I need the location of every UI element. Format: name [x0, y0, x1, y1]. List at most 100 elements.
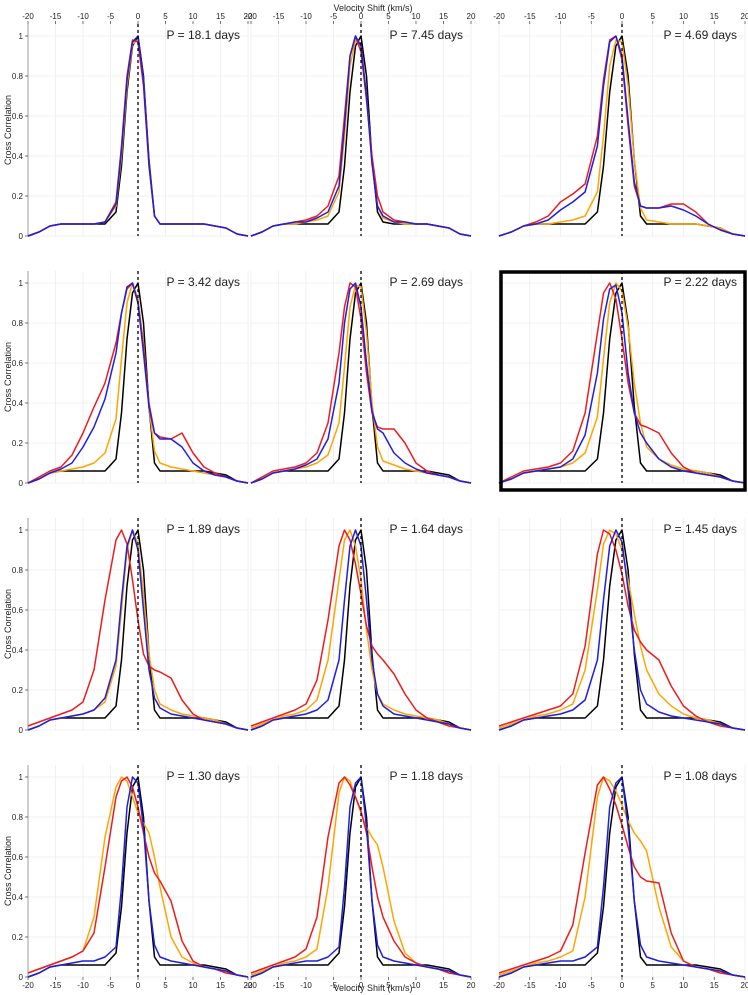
- panel-4: 0 0.2 0.4 0.6 0.8 1 Cross Correlation P = 3.42 …: [3, 271, 249, 488]
- period-label: P = 1.64 days: [390, 522, 464, 536]
- y-axis-title: Cross Correlation: [3, 95, 13, 165]
- x-tick-label-top: -15: [524, 12, 536, 21]
- x-tick-label-bottom: 5: [651, 981, 656, 990]
- y-tick-label: 1: [19, 773, 24, 782]
- panel-2: -20 -15 -10 -5 0 5 10 15 20P = 7.45 days: [245, 12, 476, 237]
- panel-9: P = 1.45 days: [498, 518, 746, 731]
- period-label: P = 1.30 days: [167, 769, 241, 783]
- x-tick-label-top: 0: [136, 12, 141, 21]
- x-tick-label-top: -10: [555, 12, 567, 21]
- x-tick-label-bottom: -10: [300, 981, 312, 990]
- series-line-blue: [250, 35, 472, 237]
- x-tick-label-top: 5: [651, 12, 656, 21]
- x-tick-label-top: -10: [77, 12, 89, 21]
- panel-11: -20 -15 -10 -5 0 5 10 15 20 P = 1.18 days: [245, 765, 476, 990]
- panel-1: 0 0.2 0.4 0.6 0.8 1 Cross Correlation -20 -15 -10…: [3, 12, 253, 241]
- y-tick-label: 0: [19, 232, 24, 241]
- y-tick-label: 0.6: [12, 853, 24, 862]
- x-tick-label-top: 10: [679, 12, 688, 21]
- y-tick-label: 0.4: [12, 399, 24, 408]
- x-tick-label-top: 0: [359, 12, 364, 21]
- x-tick-label-bottom: -10: [77, 981, 89, 990]
- x-tick-label-top: 15: [710, 12, 719, 21]
- period-label: P = 7.45 days: [390, 28, 464, 42]
- x-tick-label-bottom: -15: [524, 981, 536, 990]
- x-tick-label-top: 20: [467, 12, 476, 21]
- period-label: P = 1.08 days: [664, 769, 738, 783]
- x-tick-label-top: -5: [107, 12, 115, 21]
- x-tick-label-top: -5: [330, 12, 338, 21]
- y-tick-label: 1: [19, 526, 24, 535]
- period-label: P = 4.69 days: [664, 28, 738, 42]
- series-line-red: [250, 529, 472, 731]
- x-tick-label-top: 15: [439, 12, 448, 21]
- series-line-orange: [27, 282, 249, 484]
- x-axis-title-top: Velocity Shift (km/s): [333, 3, 412, 13]
- x-tick-label-bottom: 10: [679, 981, 688, 990]
- x-tick-label-bottom: -5: [107, 981, 115, 990]
- y-tick-label: 0.6: [12, 112, 24, 121]
- x-tick-label-bottom: 10: [189, 981, 198, 990]
- y-tick-label: 0: [19, 479, 24, 488]
- x-tick-label-top: -20: [493, 12, 505, 21]
- y-tick-label: 0.4: [12, 152, 24, 161]
- x-tick-label-top: -20: [245, 12, 257, 21]
- x-tick-label-bottom: 0: [620, 981, 625, 990]
- x-tick-label-top: -5: [588, 12, 596, 21]
- x-tick-label-bottom: 15: [439, 981, 448, 990]
- period-label: P = 2.69 days: [390, 275, 464, 289]
- y-tick-label: 0.2: [12, 192, 24, 201]
- y-axis-title: Cross Correlation: [3, 589, 13, 659]
- y-tick-label: 0: [19, 973, 24, 982]
- x-tick-label-bottom: -20: [22, 981, 34, 990]
- y-tick-label: 0.2: [12, 933, 24, 942]
- x-tick-label-top: 10: [189, 12, 198, 21]
- x-tick-label-bottom: -5: [588, 981, 596, 990]
- x-tick-label-bottom: -20: [493, 981, 505, 990]
- x-tick-label-bottom: -20: [245, 981, 257, 990]
- x-tick-label-top: 20: [244, 12, 253, 21]
- x-tick-label-bottom: -15: [273, 981, 285, 990]
- y-tick-label: 0.6: [12, 359, 24, 368]
- period-label: P = 3.42 days: [167, 275, 241, 289]
- x-tick-label-top: 10: [412, 12, 421, 21]
- period-label: P = 18.1 days: [167, 28, 241, 42]
- x-tick-label-top: 15: [216, 12, 225, 21]
- x-tick-label-bottom: 0: [359, 981, 364, 990]
- panel-8: P = 1.64 days: [250, 518, 472, 731]
- x-tick-label-bottom: 20: [244, 981, 253, 990]
- period-label: P = 1.45 days: [664, 522, 738, 536]
- x-tick-label-bottom: 0: [136, 981, 141, 990]
- y-tick-label: 0.2: [12, 686, 24, 695]
- x-tick-label-bottom: -15: [50, 981, 62, 990]
- x-tick-label-bottom: -10: [555, 981, 567, 990]
- period-label: P = 1.18 days: [390, 769, 464, 783]
- panel-5: P = 2.69 days: [250, 271, 472, 484]
- x-tick-label-top: -20: [22, 12, 34, 21]
- x-tick-label-bottom: 15: [216, 981, 225, 990]
- y-tick-label: 0: [19, 726, 24, 735]
- x-tick-label-bottom: 15: [710, 981, 719, 990]
- x-tick-label-top: -15: [273, 12, 285, 21]
- panel-3: -20 -15 -10 -5 0 5 10 15 20P = 4.69 days: [493, 12, 748, 237]
- y-tick-label: 0.2: [12, 439, 24, 448]
- x-tick-label-top: 5: [386, 12, 391, 21]
- panel-12: -20 -15 -10 -5 0 5 10 15 20 P = 1.08 days: [493, 765, 748, 990]
- panel-6: P = 2.22 days: [498, 270, 747, 492]
- x-tick-label-top: -15: [50, 12, 62, 21]
- x-tick-label-bottom: -5: [330, 981, 338, 990]
- highlight-frame: [499, 270, 747, 492]
- y-tick-label: 0.8: [12, 72, 24, 81]
- series-line-blue: [250, 529, 472, 731]
- y-tick-label: 0.8: [12, 813, 24, 822]
- y-tick-label: 0.8: [12, 319, 24, 328]
- period-label: P = 1.89 days: [167, 522, 241, 536]
- y-tick-label: 0.4: [12, 893, 24, 902]
- x-tick-label-bottom: 5: [386, 981, 391, 990]
- x-tick-label-top: 20: [741, 12, 748, 21]
- y-tick-label: 0.4: [12, 646, 24, 655]
- y-tick-label: 0.6: [12, 606, 24, 615]
- x-tick-label-bottom: 10: [412, 981, 421, 990]
- x-tick-label-bottom: 20: [741, 981, 748, 990]
